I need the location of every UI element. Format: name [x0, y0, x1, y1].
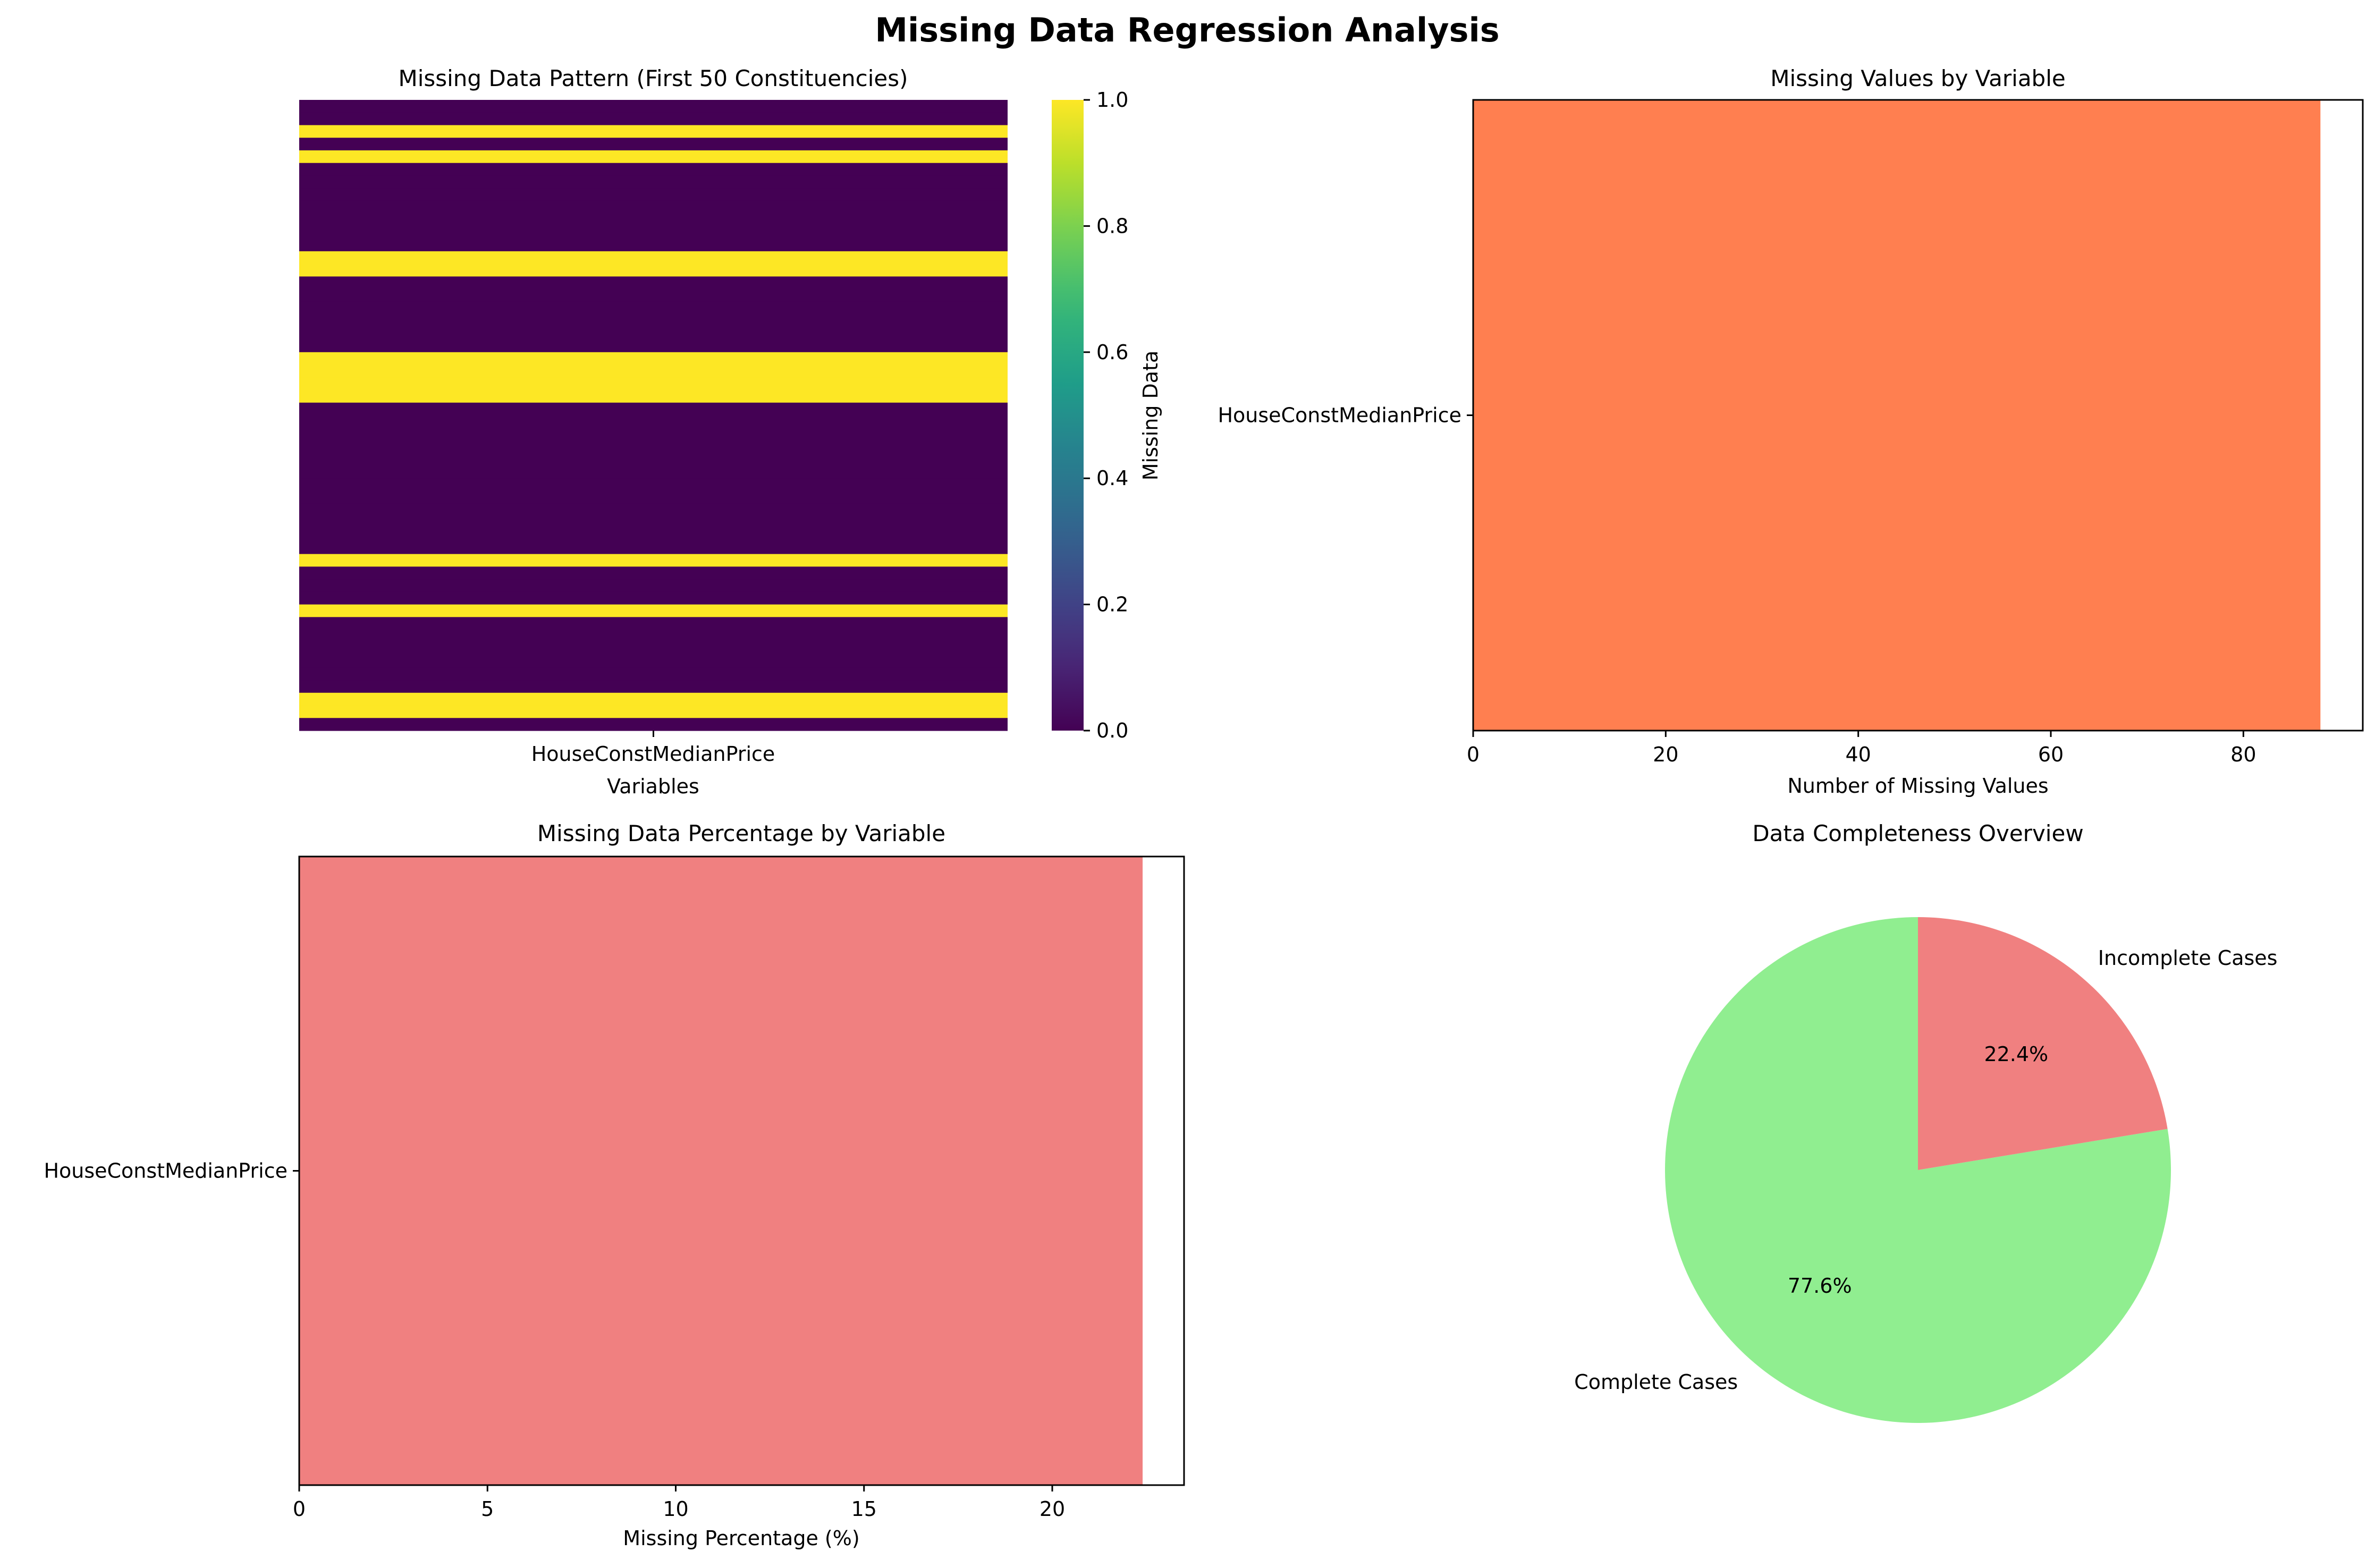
heatmap-cell — [299, 276, 1008, 290]
heatmap-cell — [299, 529, 1008, 542]
heatmap-cell — [299, 579, 1008, 592]
missing-count-x-tick-label: 40 — [1845, 743, 1871, 766]
heatmap-cell — [299, 554, 1008, 567]
colorbar-tick-label: 0.6 — [1096, 341, 1128, 364]
heatmap-cell — [299, 314, 1008, 327]
missing-count-x-axis-label: Number of Missing Values — [1787, 774, 2048, 798]
missing-count-x-tick-label: 20 — [1653, 743, 1678, 766]
colorbar-tick-label: 0.8 — [1096, 214, 1128, 238]
heatmap-cell — [299, 239, 1008, 252]
heatmap-cell — [299, 125, 1008, 138]
heatmap-cell — [299, 591, 1008, 605]
heatmap-cell — [299, 630, 1008, 643]
heatmap-cell — [299, 264, 1008, 277]
missing-count-panel: Missing Values by Variable HouseConstMed… — [1218, 65, 2364, 798]
heatmap-cell — [299, 377, 1008, 391]
missing-percentage-x-tick-label: 20 — [1039, 1497, 1065, 1521]
heatmap-cell — [299, 188, 1008, 201]
heatmap-cell — [299, 327, 1008, 340]
pie-slice — [1918, 917, 2168, 1170]
pie-label: Complete Cases — [1574, 1370, 1738, 1394]
colorbar-tick-label: 0.2 — [1096, 593, 1128, 616]
heatmap-cell — [299, 289, 1008, 302]
missing-percentage-x-tick-label: 5 — [481, 1497, 494, 1521]
heatmap-cell — [299, 490, 1008, 504]
heatmap-cell — [299, 718, 1008, 731]
missing-count-x-tick-label: 60 — [2038, 743, 2064, 766]
heatmap-cell — [299, 226, 1008, 239]
heatmap-cell — [299, 365, 1008, 378]
colorbar-label: Missing Data — [1139, 351, 1162, 481]
missing-percentage-x-axis-label: Missing Percentage (%) — [623, 1527, 859, 1550]
heatmap-cell — [299, 138, 1008, 151]
missing-percentage-axes-frame — [298, 855, 1185, 1486]
colorbar-fill — [1052, 100, 1084, 731]
heatmap-cell — [299, 213, 1008, 226]
heatmap-cell — [299, 175, 1008, 189]
heatmap-cell — [299, 705, 1008, 718]
missing-count-title: Missing Values by Variable — [1770, 65, 2065, 91]
pie-value-label: 77.6% — [1788, 1274, 1852, 1298]
heatmap-cell — [299, 428, 1008, 441]
completeness-panel: Data Completeness Overview Complete Case… — [1574, 820, 2277, 1423]
colorbar: 0.0 0.2 0.4 0.6 0.8 1.0 — [1052, 88, 1128, 742]
heatmap-cell — [299, 680, 1008, 693]
heatmap-cell — [299, 251, 1008, 265]
heatmap-cell — [299, 655, 1008, 668]
heatmap-cell — [299, 150, 1008, 164]
heatmap-cell — [299, 566, 1008, 580]
missing-count-y-tick-label: HouseConstMedianPrice — [1218, 404, 1461, 427]
colorbar-tick-label: 1.0 — [1096, 88, 1128, 112]
missing-percentage-panel: Missing Data Percentage by Variable Hous… — [44, 820, 1185, 1550]
missing-count-x-tick-label: 0 — [1467, 743, 1480, 766]
heatmap-cell — [299, 340, 1008, 353]
heatmap-cell — [299, 390, 1008, 403]
heatmap-cell — [299, 453, 1008, 467]
heatmap-cell — [299, 301, 1008, 315]
heatmap-cells — [299, 100, 1008, 737]
missing-count-plot: HouseConstMedianPrice 0 20 40 60 80 — [1218, 99, 2364, 766]
heatmap-cell — [299, 402, 1008, 416]
missing-percentage-y-tick-label: HouseConstMedianPrice — [44, 1159, 288, 1183]
colorbar-tick-label: 0.0 — [1096, 719, 1128, 742]
heatmap-cell — [299, 516, 1008, 529]
colorbar-tick-label: 0.4 — [1096, 467, 1128, 490]
heatmap-cell — [299, 112, 1008, 126]
missing-percentage-plot: HouseConstMedianPrice 0 5 10 15 20 — [44, 855, 1185, 1521]
missing-percentage-bar — [299, 857, 1143, 1485]
pie-label: Incomplete Cases — [2098, 946, 2278, 970]
heatmap-cell — [299, 465, 1008, 479]
heatmap-panel: Missing Data Pattern (First 50 Constitue… — [299, 65, 1162, 798]
figure-title: Missing Data Regression Analysis — [875, 11, 1499, 49]
heatmap-cell — [299, 163, 1008, 176]
heatmap-title: Missing Data Pattern (First 50 Constitue… — [398, 65, 908, 91]
missing-count-axes-frame — [1472, 99, 2364, 732]
heatmap-cell — [299, 617, 1008, 630]
missing-count-bar — [1473, 100, 2321, 731]
missing-percentage-x-tick-label: 15 — [851, 1497, 877, 1521]
pie-value-label: 22.4% — [1984, 1042, 2048, 1066]
heatmap-cell — [299, 352, 1008, 366]
missing-percentage-title: Missing Data Percentage by Variable — [537, 820, 945, 846]
heatmap-x-axis-label: Variables — [607, 775, 699, 798]
missing-percentage-x-tick-label: 10 — [663, 1497, 688, 1521]
heatmap-cell — [299, 440, 1008, 454]
heatmap-cell — [299, 200, 1008, 214]
missing-percentage-x-tick-label: 0 — [293, 1497, 306, 1521]
heatmap-cell — [299, 541, 1008, 555]
heatmap-cell — [299, 667, 1008, 681]
heatmap-cell — [299, 503, 1008, 517]
heatmap-cell — [299, 100, 1008, 113]
completeness-title: Data Completeness Overview — [1752, 820, 2083, 846]
heatmap-cell — [299, 415, 1008, 428]
heatmap-x-tick-label: HouseConstMedianPrice — [531, 742, 775, 766]
pie-slice — [1665, 917, 2171, 1423]
heatmap-cell — [299, 604, 1008, 617]
heatmap-cell — [299, 478, 1008, 491]
completeness-pie: Complete Cases 77.6% Incomplete Cases 22.4% — [1574, 917, 2277, 1423]
missing-count-x-tick-label: 80 — [2230, 743, 2256, 766]
heatmap-cell — [299, 642, 1008, 656]
heatmap-cell — [299, 692, 1008, 706]
